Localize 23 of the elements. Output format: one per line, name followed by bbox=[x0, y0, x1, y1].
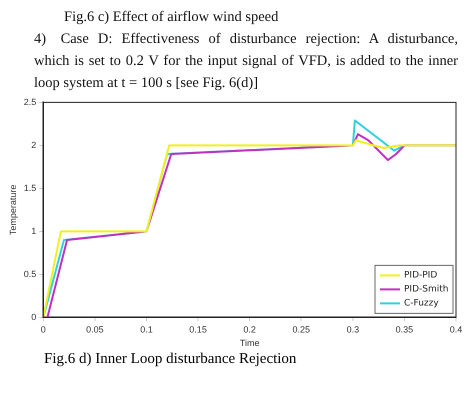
legend-label: PID-Smith bbox=[404, 284, 448, 295]
text: 4) Case D: Effectiveness of disturbance rejection: A disturbance, which is set to 0.2 V for the input signal of VFD, is added to the inner loop system at t = 100 s [see Fig. 6(d)] bbox=[33, 30, 458, 93]
y-tick-label: 0.5 bbox=[24, 268, 36, 279]
y-tick-label: 1.5 bbox=[24, 182, 36, 193]
x-tick-label: 0.05 bbox=[86, 324, 104, 334]
x-tick-label: 0.4 bbox=[450, 324, 462, 334]
y-tick-label: 2.5 bbox=[24, 96, 36, 107]
x-axis-title: Time bbox=[240, 338, 260, 348]
x-tick-label: 0.1 bbox=[140, 324, 153, 334]
legend-label: PID-PID bbox=[404, 270, 438, 281]
y-tick-label: 2 bbox=[31, 140, 36, 150]
x-tick-label: 0.15 bbox=[189, 324, 207, 334]
x-tick-label: 0.3 bbox=[346, 324, 360, 334]
y-tick-label: 0 bbox=[31, 312, 36, 322]
x-tick-label: 0.2 bbox=[243, 324, 256, 334]
y-axis-title: Temperature bbox=[8, 184, 18, 236]
text: Fig.6 d) Inner Loop disturbance Rejection bbox=[43, 351, 298, 368]
legend-label: C-Fuzzy bbox=[404, 298, 440, 309]
x-tick-label: 0.35 bbox=[396, 324, 414, 334]
x-tick-label: 0 bbox=[40, 324, 46, 334]
caption: Fig.6 c) Effect of airflow wind speed bbox=[63, 8, 280, 27]
y-tick-label: 1 bbox=[31, 226, 36, 236]
x-tick-label: 0.25 bbox=[292, 324, 310, 334]
